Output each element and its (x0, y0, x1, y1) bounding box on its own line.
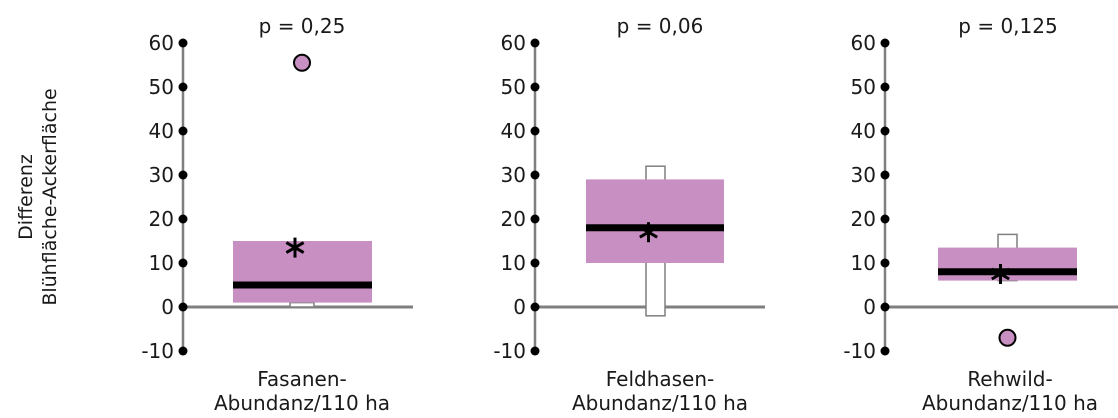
y-tick-dot (178, 170, 188, 180)
y-tick-label: 40 (501, 119, 526, 143)
x-axis-label-line: Fasanen- (257, 367, 346, 391)
panel-title: p = 0,25 (259, 14, 346, 38)
y-axis-title-line: Differenz (15, 154, 37, 240)
panel-title: p = 0,125 (958, 14, 1057, 38)
y-tick-dot (880, 302, 890, 312)
y-tick-label: 20 (501, 207, 526, 231)
y-tick-label: -10 (843, 339, 876, 363)
y-tick-label: 30 (501, 163, 526, 187)
y-tick-dot (178, 258, 188, 268)
mean-marker (639, 222, 658, 243)
mean-marker (991, 264, 1010, 284)
y-tick-dot (178, 214, 188, 224)
x-axis-label: Feldhasen-Abundanz/110 ha (572, 367, 748, 415)
y-tick-dot (530, 170, 540, 180)
y-tick-dot (530, 38, 540, 48)
y-tick-dot (880, 214, 890, 224)
y-axis-label: Differenz Blühfläche-Ackerfläche (15, 88, 61, 305)
outlier-point (293, 53, 311, 72)
y-tick-dot (880, 38, 890, 48)
y-tick-dot (880, 258, 890, 268)
y-tick-label: 0 (863, 295, 876, 319)
y-tick-label: 50 (851, 75, 876, 99)
y-tick-dot (530, 214, 540, 224)
y-tick-label: 60 (501, 31, 526, 55)
range-box (289, 301, 315, 308)
iqr-box (938, 247, 1077, 281)
y-tick-label: 10 (149, 251, 174, 275)
y-tick-dot (880, 346, 890, 356)
y-tick-label: 0 (513, 295, 526, 319)
y-tick-label: 20 (149, 207, 174, 231)
y-tick-label: -10 (141, 339, 174, 363)
x-axis-label-line: Abundanz/110 ha (922, 391, 1098, 415)
y-axis-title: Differenz Blühfläche-Ackerfläche (15, 88, 61, 305)
y-tick-dot (880, 82, 890, 92)
chart-panel: -10 0 10 20 30 40 50 60 p = 0,06 Feldhasen-Abunda… (493, 14, 765, 415)
chart-panel: -10 0 10 20 30 40 50 60 p = 0,25 Fasanen-Abundanz… (141, 14, 413, 415)
y-tick-dot (178, 302, 188, 312)
y-tick-dot (530, 126, 540, 136)
y-axis-title-line: Blühfläche-Ackerfläche (39, 88, 61, 305)
mean-marker (285, 237, 305, 258)
mean-marker-stroke (639, 225, 658, 239)
panel-title: p = 0,06 (617, 14, 704, 38)
y-tick-label: 60 (149, 31, 174, 55)
y-tick-label: 30 (851, 163, 876, 187)
y-tick-dot (178, 346, 188, 356)
y-tick-label: -10 (493, 339, 526, 363)
y-tick-dot (530, 346, 540, 356)
y-tick-dot (178, 126, 188, 136)
y-tick-dot (530, 302, 540, 312)
mean-marker-stroke (991, 267, 1010, 281)
y-tick-label: 0 (161, 295, 174, 319)
outlier-point (998, 328, 1017, 347)
y-tick-dot (880, 126, 890, 136)
x-axis-label-line: Rehwild- (967, 367, 1052, 391)
y-tick-label: 10 (501, 251, 526, 275)
iqr-box (586, 179, 724, 263)
y-tick-label: 60 (851, 31, 876, 55)
x-axis-label: Fasanen-Abundanz/110 ha (214, 367, 390, 415)
y-tick-dot (178, 82, 188, 92)
y-tick-dot (178, 38, 188, 48)
y-tick-label: 40 (851, 119, 876, 143)
y-tick-label: 50 (149, 75, 174, 99)
y-tick-dot (530, 258, 540, 268)
chart-panel: -10 0 10 20 30 40 50 60 p = 0,125 Rehwild-Abundan… (843, 14, 1118, 415)
x-axis-label-line: Abundanz/110 ha (214, 391, 390, 415)
y-tick-dot (880, 170, 890, 180)
y-tick-label: 10 (851, 251, 876, 275)
mean-marker-stroke (285, 241, 305, 254)
y-tick-label: 40 (149, 119, 174, 143)
y-tick-label: 50 (501, 75, 526, 99)
x-axis-label-line: Feldhasen- (606, 367, 715, 391)
x-axis-label: Rehwild-Abundanz/110 ha (922, 367, 1098, 415)
y-tick-label: 30 (149, 163, 174, 187)
y-tick-dot (530, 82, 540, 92)
y-tick-label: 20 (851, 207, 876, 231)
x-axis-label-line: Abundanz/110 ha (572, 391, 748, 415)
